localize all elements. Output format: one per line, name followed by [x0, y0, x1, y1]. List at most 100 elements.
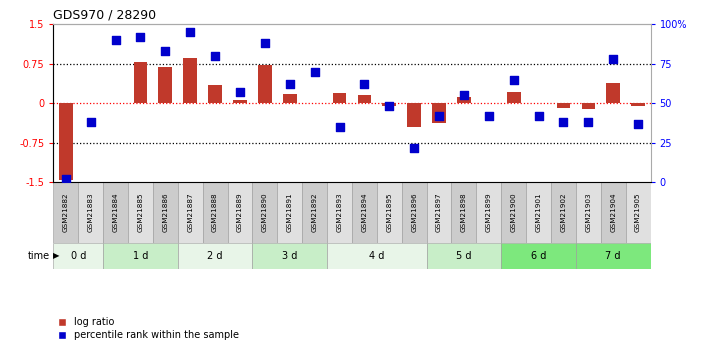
Point [533, 113, 545, 119]
Bar [631, 103, 645, 106]
Text: GSM21904: GSM21904 [610, 193, 616, 233]
Bar [427, 183, 451, 243]
Point [85, 119, 97, 125]
Bar [358, 95, 371, 103]
Bar [134, 62, 147, 103]
Text: GSM21892: GSM21892 [311, 193, 318, 233]
Bar [283, 94, 296, 103]
Bar [576, 183, 601, 243]
Point [109, 37, 121, 43]
Point [458, 92, 469, 98]
Bar [208, 85, 222, 103]
Bar [327, 183, 352, 243]
Bar [551, 183, 576, 243]
Point [234, 89, 246, 95]
Bar [228, 183, 252, 243]
Bar [457, 97, 471, 103]
Bar [501, 243, 576, 269]
Text: GSM21902: GSM21902 [560, 193, 567, 233]
Point [185, 29, 196, 35]
Text: GSM21895: GSM21895 [386, 193, 392, 233]
Bar [377, 183, 402, 243]
Text: GSM21890: GSM21890 [262, 193, 268, 233]
Bar [582, 103, 595, 109]
Bar [203, 183, 228, 243]
Bar [333, 93, 346, 103]
Bar [233, 100, 247, 103]
Bar [103, 243, 178, 269]
Point [309, 69, 320, 75]
Bar [153, 183, 178, 243]
Text: time: time [28, 251, 50, 261]
Bar [252, 243, 327, 269]
Bar [352, 183, 377, 243]
Bar [103, 183, 128, 243]
Text: GSM21888: GSM21888 [212, 193, 218, 233]
Point [607, 56, 619, 62]
Point [284, 81, 296, 87]
Text: GSM21894: GSM21894 [361, 193, 368, 233]
Point [135, 34, 146, 40]
Text: 2 d: 2 d [208, 251, 223, 261]
Point [583, 119, 594, 125]
Text: GSM21884: GSM21884 [112, 193, 119, 233]
Text: GSM21883: GSM21883 [87, 193, 94, 233]
Bar [128, 183, 153, 243]
Text: ▶: ▶ [53, 252, 59, 260]
Bar [383, 103, 396, 106]
Text: GSM21891: GSM21891 [287, 193, 293, 233]
Text: GSM21887: GSM21887 [187, 193, 193, 233]
Text: 4 d: 4 d [369, 251, 385, 261]
Text: GSM21899: GSM21899 [486, 193, 492, 233]
Text: GSM21886: GSM21886 [162, 193, 169, 233]
Point [557, 119, 569, 125]
Bar [78, 183, 103, 243]
Point [60, 177, 71, 182]
Bar [402, 183, 427, 243]
Text: GSM21905: GSM21905 [635, 193, 641, 233]
Bar [277, 183, 302, 243]
Text: 6 d: 6 d [531, 251, 546, 261]
Bar [576, 243, 651, 269]
Point [408, 145, 419, 150]
Bar [178, 243, 252, 269]
Bar [451, 183, 476, 243]
Bar [501, 183, 526, 243]
Point [209, 53, 220, 59]
Bar [302, 183, 327, 243]
Text: GSM21882: GSM21882 [63, 193, 69, 233]
Bar [476, 183, 501, 243]
Text: GSM21901: GSM21901 [535, 193, 542, 233]
Legend: log ratio, percentile rank within the sample: log ratio, percentile rank within the sa… [58, 317, 239, 340]
Bar [53, 183, 78, 243]
Point [358, 81, 370, 87]
Bar [159, 67, 172, 103]
Bar [526, 183, 551, 243]
Bar [252, 183, 277, 243]
Bar [507, 92, 520, 103]
Text: GSM21885: GSM21885 [137, 193, 144, 233]
Bar [178, 183, 203, 243]
Bar [258, 65, 272, 103]
Text: GSM21896: GSM21896 [411, 193, 417, 233]
Point [333, 124, 345, 130]
Point [259, 40, 270, 46]
Text: GSM21897: GSM21897 [436, 193, 442, 233]
Text: GDS970 / 28290: GDS970 / 28290 [53, 9, 156, 22]
Point [384, 104, 395, 109]
Point [633, 121, 644, 127]
Bar [327, 243, 427, 269]
Point [508, 77, 519, 82]
Bar [432, 103, 446, 123]
Text: 3 d: 3 d [282, 251, 297, 261]
Bar [601, 183, 626, 243]
Point [483, 113, 494, 119]
Text: GSM21889: GSM21889 [237, 193, 243, 233]
Text: GSM21900: GSM21900 [510, 193, 517, 233]
Bar [606, 83, 620, 103]
Text: 1 d: 1 d [133, 251, 148, 261]
Bar [183, 58, 197, 103]
Text: 5 d: 5 d [456, 251, 471, 261]
Point [433, 113, 445, 119]
Text: 0 d: 0 d [70, 251, 86, 261]
